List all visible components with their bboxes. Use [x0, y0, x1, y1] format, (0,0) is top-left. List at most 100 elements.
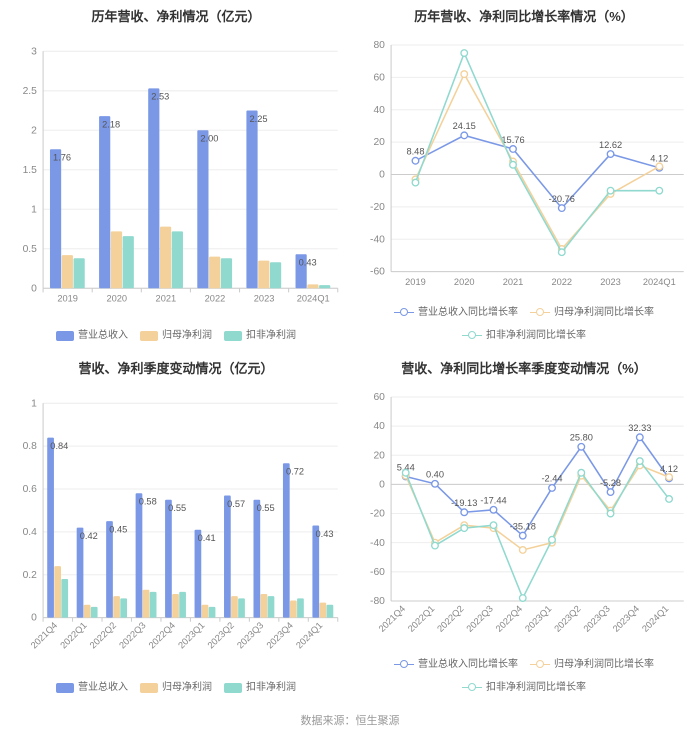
svg-text:-17.44: -17.44 [480, 496, 506, 506]
line-chart-svg: -60-40-200204060802019202020212022202320… [354, 29, 694, 302]
svg-text:2023Q2: 2023Q2 [206, 620, 236, 650]
svg-text:2023Q4: 2023Q4 [611, 604, 641, 634]
svg-text:2020: 2020 [454, 277, 475, 287]
svg-text:0.84: 0.84 [50, 441, 68, 451]
legend-item: 归母净利润 [140, 681, 212, 694]
svg-text:2.00: 2.00 [200, 134, 218, 144]
legend-label: 营业总收入同比增长率 [418, 306, 518, 319]
legend-label: 扣非净利润 [246, 681, 296, 694]
svg-text:2022Q1: 2022Q1 [406, 604, 436, 634]
svg-text:4.12: 4.12 [660, 464, 678, 474]
legend-label: 营业总收入 [78, 329, 128, 342]
chart-quarterly-growth-rate: 营收、净利同比增长率季度变动情况（%） -80-60-40-2002040602… [354, 352, 694, 700]
legend-label: 归母净利润同比增长率 [554, 306, 654, 319]
svg-text:2021Q4: 2021Q4 [377, 604, 407, 634]
svg-text:0.8: 0.8 [23, 441, 38, 452]
svg-text:-80: -80 [370, 596, 385, 607]
legend-item: 营业总收入同比增长率 [394, 306, 518, 319]
svg-text:-40: -40 [370, 234, 385, 245]
svg-text:2024Q1: 2024Q1 [640, 604, 670, 634]
chart-legend: 营业总收入同比增长率 归母净利润同比增长率扣非净利润同比增长率 [354, 654, 694, 700]
chart-body: 00.20.40.60.810.842021Q40.422022Q10.4520… [6, 381, 346, 677]
svg-text:0.43: 0.43 [299, 258, 317, 268]
legend-swatch-icon [140, 683, 158, 693]
svg-text:2023: 2023 [600, 277, 621, 287]
chart-legend: 营业总收入归母净利润 扣非净利润 [6, 677, 346, 700]
svg-text:2023Q1: 2023Q1 [176, 620, 206, 650]
svg-text:2022Q2: 2022Q2 [88, 620, 118, 650]
bar-chart-svg: 00.511.522.531.7620192.1820202.5320212.0… [6, 29, 346, 325]
svg-text:2019: 2019 [405, 277, 426, 287]
legend-item: 营业总收入 [56, 329, 128, 342]
svg-text:40: 40 [373, 421, 385, 432]
svg-text:2022Q2: 2022Q2 [435, 604, 465, 634]
legend-item: 归母净利润同比增长率 [530, 306, 654, 319]
svg-text:3: 3 [31, 46, 37, 57]
legend-swatch-icon [140, 331, 158, 341]
svg-text:0.4: 0.4 [23, 527, 38, 538]
svg-text:20: 20 [373, 450, 385, 461]
legend-item: 扣非净利润同比增长率 [462, 329, 586, 342]
svg-text:24.15: 24.15 [453, 121, 476, 131]
chart-title: 历年营收、净利同比增长率情况（%） [354, 6, 694, 25]
svg-text:2.5: 2.5 [23, 86, 38, 97]
svg-text:2023Q3: 2023Q3 [235, 620, 265, 650]
svg-text:2024Q1: 2024Q1 [294, 620, 324, 650]
svg-text:0: 0 [379, 170, 385, 181]
svg-text:2022Q3: 2022Q3 [117, 620, 147, 650]
svg-text:-35.18: -35.18 [510, 521, 536, 531]
svg-text:25.80: 25.80 [570, 433, 593, 443]
svg-text:2022Q1: 2022Q1 [58, 620, 88, 650]
svg-text:2022Q4: 2022Q4 [494, 604, 524, 634]
svg-text:-20.76: -20.76 [549, 194, 575, 204]
svg-text:2022Q3: 2022Q3 [465, 604, 495, 634]
legend-label: 营业总收入同比增长率 [418, 658, 518, 671]
legend-item: 营业总收入 [56, 681, 128, 694]
svg-text:2021Q4: 2021Q4 [29, 620, 59, 650]
svg-text:2024Q1: 2024Q1 [643, 277, 676, 287]
svg-text:2024Q1: 2024Q1 [297, 294, 330, 304]
svg-text:2.25: 2.25 [250, 114, 268, 124]
svg-text:2022Q4: 2022Q4 [147, 620, 177, 650]
svg-text:2.53: 2.53 [151, 92, 169, 102]
legend-swatch-icon [56, 683, 74, 693]
svg-text:-60: -60 [370, 267, 385, 278]
svg-text:-20: -20 [370, 202, 385, 213]
svg-text:2023Q2: 2023Q2 [552, 604, 582, 634]
svg-text:32.33: 32.33 [628, 423, 651, 433]
svg-text:2: 2 [31, 125, 37, 136]
chart-legend: 营业总收入同比增长率 归母净利润同比增长率扣非净利润同比增长率 [354, 302, 694, 348]
svg-text:-19.13: -19.13 [451, 498, 477, 508]
svg-text:0.42: 0.42 [80, 531, 98, 541]
chart-body: -60-40-200204060802019202020212022202320… [354, 29, 694, 302]
legend-label: 扣非净利润同比增长率 [486, 329, 586, 342]
svg-text:8.48: 8.48 [406, 147, 424, 157]
svg-text:1.5: 1.5 [23, 165, 38, 176]
chart-legend: 营业总收入归母净利润扣非净利润 [6, 325, 346, 348]
legend-item: 归母净利润 [140, 329, 212, 342]
svg-text:0.55: 0.55 [168, 503, 186, 513]
svg-text:0.2: 0.2 [23, 570, 38, 581]
legend-label: 归母净利润同比增长率 [554, 658, 654, 671]
svg-text:-20: -20 [370, 509, 385, 520]
svg-text:4.12: 4.12 [650, 154, 668, 164]
svg-text:2.18: 2.18 [102, 119, 120, 129]
legend-swatch-icon [224, 331, 242, 341]
svg-text:0.45: 0.45 [109, 525, 127, 535]
svg-text:0.58: 0.58 [139, 497, 157, 507]
svg-text:2023: 2023 [254, 294, 275, 304]
legend-item: 扣非净利润同比增长率 [462, 681, 586, 694]
legend-label: 扣非净利润同比增长率 [486, 681, 586, 694]
svg-text:2021: 2021 [156, 294, 177, 304]
svg-text:0.72: 0.72 [286, 467, 304, 477]
svg-text:2023Q4: 2023Q4 [265, 620, 295, 650]
legend-item: 扣非净利润 [224, 681, 296, 694]
legend-swatch-icon [56, 331, 74, 341]
chart-body: -80-60-40-2002040602021Q42022Q12022Q2202… [354, 381, 694, 654]
svg-text:0.40: 0.40 [426, 470, 444, 480]
svg-text:2021: 2021 [503, 277, 524, 287]
svg-text:2023Q1: 2023Q1 [523, 604, 553, 634]
chart-body: 00.511.522.531.7620192.1820202.5320212.0… [6, 29, 346, 325]
bar-chart-svg: 00.20.40.60.810.842021Q40.422022Q10.4520… [6, 381, 346, 677]
legend-swatch-icon [224, 683, 242, 693]
